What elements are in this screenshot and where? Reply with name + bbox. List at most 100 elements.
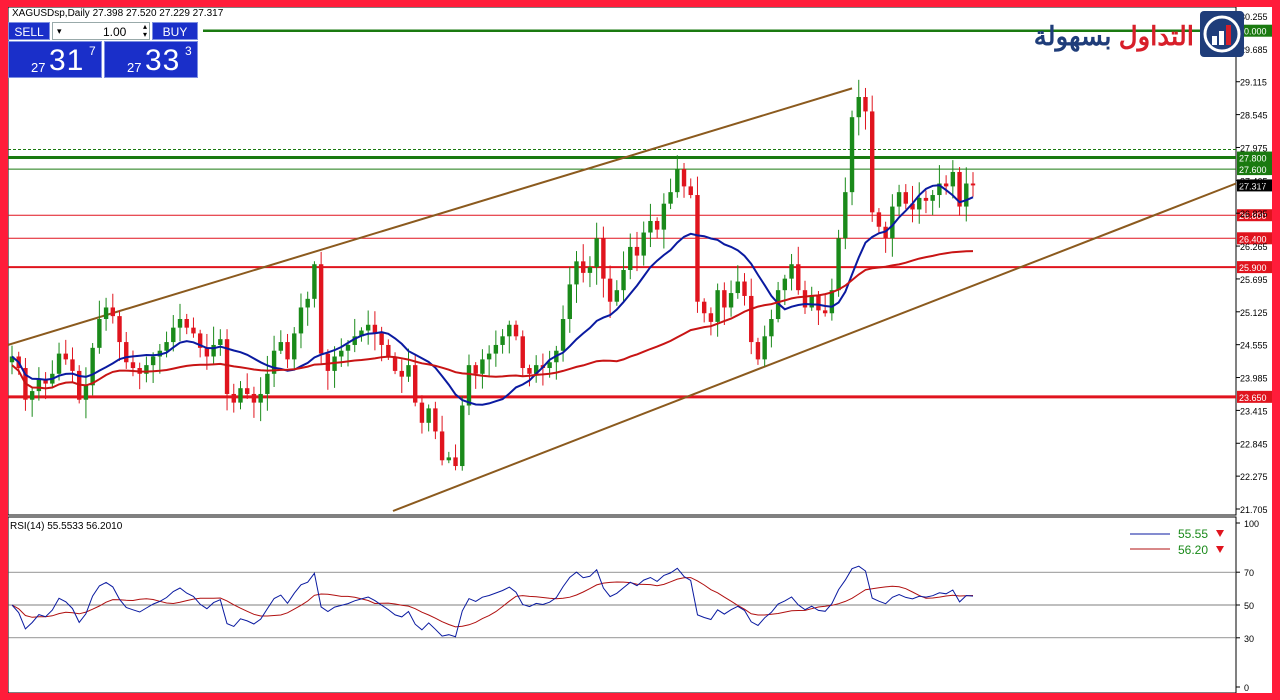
bull-candle: [890, 206, 895, 239]
bull-candle: [809, 295, 814, 308]
bear-candle: [816, 295, 821, 311]
bear-candle: [688, 186, 693, 196]
bear-candle: [453, 457, 458, 467]
bull-candle: [675, 169, 680, 193]
bull-candle: [594, 238, 599, 268]
bull-candle: [171, 327, 176, 343]
sell-button[interactable]: SELL: [8, 22, 50, 40]
rsi-tick-label: 50: [1244, 601, 1254, 611]
moving-averages: [11, 184, 974, 406]
bull-candle: [150, 356, 156, 366]
rsi-signal-line: [11, 577, 974, 628]
price-chart[interactable]: XAGUSDsp,Daily 27.398 27.520 27.229 27.3…: [8, 7, 1272, 693]
bear-candle: [325, 353, 331, 371]
buy-price[interactable]: 27 33 3: [104, 41, 198, 78]
level-label-box: [1237, 261, 1272, 274]
bull-candle: [56, 353, 62, 374]
bull-candle: [614, 290, 620, 302]
level-label: 23.650: [1239, 393, 1267, 403]
price-tick-label: 22.845: [1240, 439, 1268, 449]
bull-candle: [735, 281, 740, 294]
ma-slow-line: [11, 250, 974, 390]
bear-candle: [681, 169, 687, 187]
bull-candle: [218, 339, 223, 345]
bear-candle: [601, 238, 606, 279]
bear-candle: [231, 393, 236, 403]
bear-candle: [245, 388, 250, 394]
bear-candle: [110, 307, 116, 317]
bull-candle: [587, 267, 593, 273]
bull-candle: [533, 365, 539, 374]
chart-frame: XAGUSDsp,Daily 27.398 27.520 27.229 27.3…: [8, 7, 1272, 693]
bull-candle: [265, 373, 270, 394]
level-label-box: [1237, 232, 1272, 245]
logo-text-red: التداول: [1118, 21, 1194, 51]
bull-candle: [574, 261, 579, 285]
bull-candle: [621, 269, 626, 291]
bear-candle: [70, 359, 75, 371]
bull-candle: [728, 293, 734, 308]
rsi-tick-label: 100: [1244, 519, 1259, 529]
buy-price-sup: 3: [185, 44, 192, 58]
bear-candle: [399, 370, 404, 377]
rsi-indicator: 100 70 50 30 0: [8, 519, 1259, 693]
rsi-line: [11, 565, 974, 638]
bull-candle: [29, 391, 35, 400]
bull-candle: [507, 324, 512, 337]
bull-candle: [446, 457, 452, 461]
bear-candle: [910, 203, 915, 210]
rsi-tick-label: 70: [1244, 568, 1254, 578]
bull-candle: [789, 264, 794, 279]
bull-candle: [917, 197, 922, 210]
price-tick-label: 27.405: [1240, 176, 1268, 186]
bull-candle: [460, 405, 465, 467]
bear-candle: [607, 278, 613, 302]
bull-candle: [97, 319, 102, 348]
sell-price[interactable]: 27 31 7: [8, 41, 102, 78]
bear-candle: [130, 362, 136, 369]
bull-candle: [937, 183, 942, 196]
bull-candle: [930, 195, 935, 201]
logo-chart-icon: [1200, 11, 1244, 57]
bear-candle: [970, 183, 976, 186]
bull-candle: [9, 356, 15, 363]
bull-candle: [964, 183, 969, 207]
current-price-box: [1237, 179, 1272, 192]
bull-candle: [480, 359, 485, 374]
bull-candle: [567, 284, 572, 320]
bull-candle: [486, 353, 492, 360]
bear-candle: [191, 327, 196, 334]
price-tick-label: 25.695: [1240, 275, 1268, 285]
bear-candle: [869, 111, 875, 213]
buy-button[interactable]: BUY: [152, 22, 198, 40]
bear-candle: [251, 393, 257, 403]
bull-candle: [493, 344, 499, 354]
one-click-trading-panel: SELL ▾ 1.00 ▴ ▾ BUY 27 31 7 27 33 3: [8, 22, 198, 78]
bull-candle: [292, 333, 297, 360]
bear-candle: [413, 365, 418, 403]
bear-candle: [802, 290, 808, 308]
price-tick-label: 22.275: [1240, 472, 1268, 482]
symbol-info: XAGUSDsp,Daily 27.398 27.520 27.229 27.3…: [12, 8, 224, 19]
bear-candle: [386, 344, 391, 357]
level-label: 27.800: [1239, 154, 1267, 164]
bear-candle: [822, 310, 828, 314]
volume-field[interactable]: ▾ 1.00 ▴ ▾: [52, 22, 150, 40]
logo-text-dark: بسهولة: [1033, 21, 1112, 51]
bear-candle: [634, 246, 640, 256]
bear-candle: [903, 192, 908, 204]
bull-candle: [641, 232, 646, 256]
current-price-label: 27.317: [1239, 181, 1267, 191]
bull-candle: [103, 307, 109, 320]
bull-candle: [426, 408, 431, 423]
bull-candle: [144, 365, 149, 374]
volume-stepper-icon[interactable]: ▴ ▾: [142, 22, 147, 39]
volume-value[interactable]: 1.00: [103, 25, 127, 39]
bull-candle: [843, 192, 848, 239]
volume-dropdown-icon[interactable]: ▾: [57, 26, 62, 36]
bull-candle: [90, 347, 95, 386]
level-label: 26.400: [1239, 234, 1267, 244]
bear-candle: [749, 295, 754, 343]
candles: [9, 79, 976, 471]
bear-candle: [184, 319, 189, 328]
